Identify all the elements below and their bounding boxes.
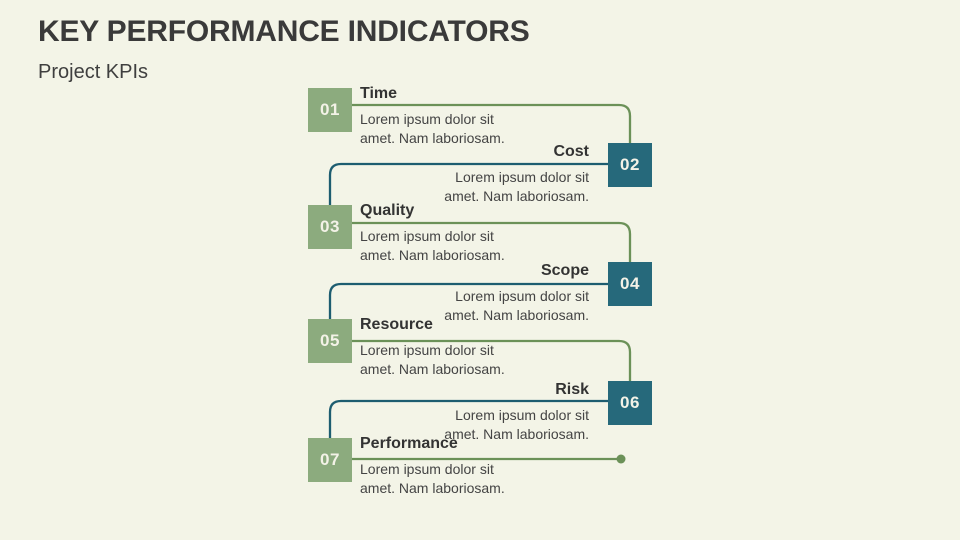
- connector-cost-to-quality: [328, 162, 608, 205]
- kpi-body-line: amet. Nam laboriosam.: [444, 426, 589, 442]
- kpi-body-line: amet. Nam laboriosam.: [360, 130, 505, 146]
- connector-scope-to-resource: [328, 282, 608, 319]
- kpi-heading: Resource: [360, 316, 433, 333]
- kpi-number-box: 06: [608, 381, 652, 425]
- kpi-number: 05: [320, 331, 340, 350]
- kpi-heading: Scope: [540, 262, 589, 279]
- kpi-number: 03: [320, 217, 340, 236]
- kpi-body-line: amet. Nam laboriosam.: [444, 188, 589, 204]
- kpi-body-line: Lorem ipsum dolor sit: [360, 461, 494, 477]
- kpi-body-line: amet. Nam laboriosam.: [360, 480, 505, 496]
- kpi-body-line: amet. Nam laboriosam.: [360, 361, 505, 377]
- kpi-number-box: 07: [308, 438, 352, 482]
- kpi-body-line: amet. Nam laboriosam.: [360, 247, 505, 263]
- slide-title: KEY PERFORMANCE INDICATORS: [38, 15, 530, 48]
- kpi-heading: Time: [360, 85, 398, 102]
- kpi-body-line: Lorem ipsum dolor sit: [455, 169, 589, 185]
- kpi-body-line: Lorem ipsum dolor sit: [455, 288, 589, 304]
- kpi-heading: Quality: [360, 202, 415, 219]
- kpi-number: 02: [620, 155, 640, 174]
- kpi-body: Lorem ipsum dolor sit amet. Nam laborios…: [360, 227, 505, 265]
- kpi-number-box: 05: [308, 319, 352, 363]
- kpi-number: 01: [320, 100, 340, 119]
- kpi-number: 04: [620, 274, 640, 293]
- line-end-dot-icon: [616, 454, 626, 464]
- kpi-body: Lorem ipsum dolor sit amet. Nam laborios…: [360, 110, 505, 148]
- kpi-number-box: 03: [308, 205, 352, 249]
- kpi-number-box: 04: [608, 262, 652, 306]
- kpi-heading: Performance: [360, 435, 458, 452]
- kpi-number: 06: [620, 393, 640, 412]
- kpi-body: Lorem ipsum dolor sit amet. Nam laborios…: [360, 460, 505, 498]
- kpi-body: Lorem ipsum dolor sit amet. Nam laborios…: [444, 287, 589, 325]
- kpi-heading: Risk: [555, 381, 589, 398]
- connector-risk-to-performance: [328, 399, 608, 438]
- kpi-body-line: Lorem ipsum dolor sit: [455, 407, 589, 423]
- connector-time-to-cost: [352, 103, 632, 143]
- kpi-number-box: 01: [308, 88, 352, 132]
- kpi-number-box: 02: [608, 143, 652, 187]
- kpi-body: Lorem ipsum dolor sit amet. Nam laborios…: [444, 406, 589, 444]
- kpi-body-line: amet. Nam laboriosam.: [444, 307, 589, 323]
- connector-resource-to-risk: [352, 339, 632, 381]
- slide-subtitle: Project KPIs: [38, 61, 149, 83]
- connector-quality-to-scope: [352, 221, 632, 262]
- kpi-number: 07: [320, 450, 340, 469]
- kpi-body: Lorem ipsum dolor sit amet. Nam laborios…: [360, 341, 505, 379]
- kpi-body: Lorem ipsum dolor sit amet. Nam laborios…: [444, 168, 589, 206]
- kpi-body-line: Lorem ipsum dolor sit: [360, 228, 494, 244]
- kpi-body-line: Lorem ipsum dolor sit: [360, 342, 494, 358]
- kpi-body-line: Lorem ipsum dolor sit: [360, 111, 494, 127]
- kpi-heading: Cost: [553, 143, 589, 160]
